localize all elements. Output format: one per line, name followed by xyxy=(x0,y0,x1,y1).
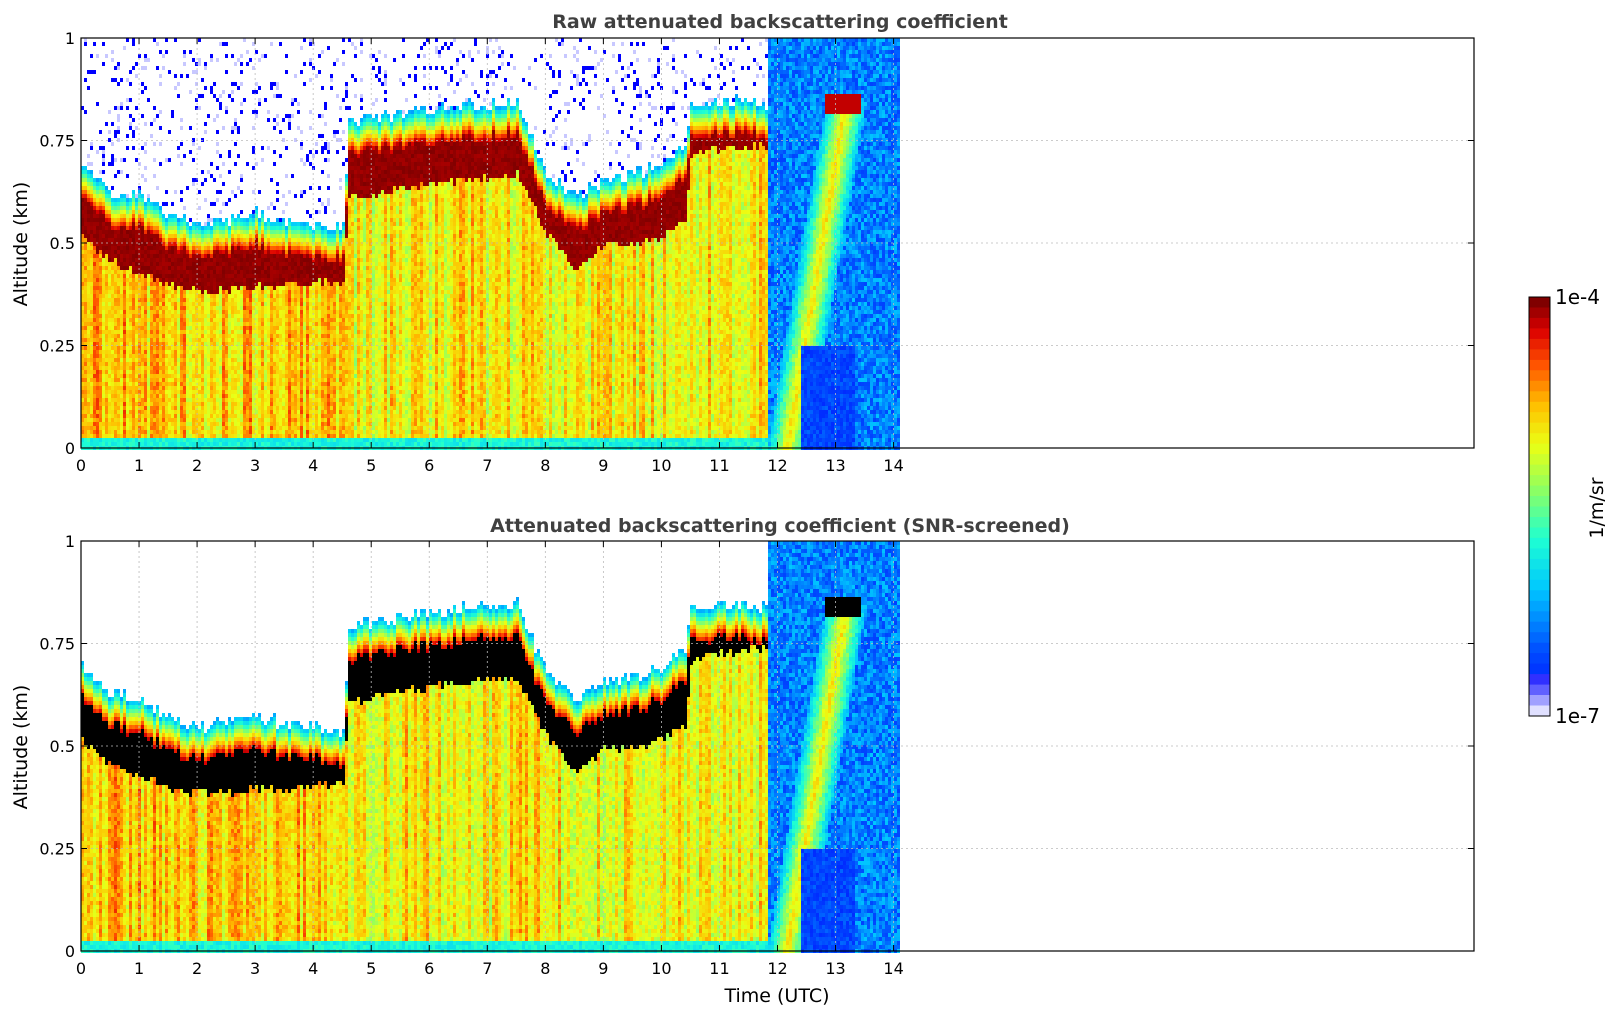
x-tick-label: 7 xyxy=(482,456,492,475)
y-axis-label-screened: Altitude (km) xyxy=(10,685,32,810)
x-tick-label: 8 xyxy=(540,456,550,475)
x-tick-label: 12 xyxy=(767,456,787,475)
colorbar-step xyxy=(1529,433,1550,444)
colorbar-step xyxy=(1529,496,1550,507)
x-tick-label: 2 xyxy=(192,456,202,475)
x-tick-label: 12 xyxy=(767,959,787,978)
y-tick-label: 0.25 xyxy=(39,840,75,859)
x-tick-label: 1 xyxy=(134,456,144,475)
x-tick-label: 0 xyxy=(76,959,86,978)
colorbar-step xyxy=(1529,328,1550,339)
colorbar-step xyxy=(1529,528,1550,539)
colorbar-step xyxy=(1529,601,1550,612)
colorbar-step xyxy=(1529,517,1550,528)
colorbar-step xyxy=(1529,706,1550,717)
colorbar-step xyxy=(1529,423,1550,434)
colorbar: 1e-4 1e-7 1/m/sr xyxy=(1529,285,1608,728)
colorbar-step xyxy=(1529,580,1550,591)
screened-backscatter-panel: Attenuated backscattering coefficient (S… xyxy=(10,515,1474,1007)
x-axis-label: Time (UTC) xyxy=(723,985,829,1007)
colorbar-step xyxy=(1529,391,1550,402)
y-tick-label: 0 xyxy=(65,942,75,961)
colorbar-step xyxy=(1529,381,1550,392)
x-tick-label: 3 xyxy=(250,959,260,978)
colorbar-step xyxy=(1529,360,1550,371)
y-tick-label: 0.75 xyxy=(39,132,75,151)
x-tick-label: 6 xyxy=(424,456,434,475)
chart-title-raw: Raw attenuated backscattering coefficien… xyxy=(552,11,1008,33)
y-tick-label: 1 xyxy=(65,29,75,48)
x-tick-label: 5 xyxy=(366,456,376,475)
x-tick-label: 11 xyxy=(709,456,729,475)
colorbar-step xyxy=(1529,308,1550,319)
colorbar-step xyxy=(1529,622,1550,633)
y-tick-label: 0.25 xyxy=(39,337,75,356)
colorbar-step xyxy=(1529,674,1550,685)
colorbar-step xyxy=(1529,370,1550,381)
x-tick-label: 4 xyxy=(308,959,318,978)
colorbar-unit-label: 1/m/sr xyxy=(1586,477,1608,538)
colorbar-step xyxy=(1529,297,1550,308)
colorbar-step xyxy=(1529,339,1550,350)
y-tick-label: 0 xyxy=(65,439,75,458)
colorbar-step xyxy=(1529,454,1550,465)
x-tick-label: 7 xyxy=(482,959,492,978)
colorbar-min-label: 1e-7 xyxy=(1555,704,1600,728)
colorbar-step xyxy=(1529,695,1550,706)
x-tick-label: 3 xyxy=(250,456,260,475)
colorbar-steps xyxy=(1529,297,1550,717)
colorbar-step xyxy=(1529,486,1550,497)
x-tick-label: 5 xyxy=(366,959,376,978)
x-tick-label: 9 xyxy=(598,456,608,475)
colorbar-step xyxy=(1529,444,1550,455)
colorbar-step xyxy=(1529,475,1550,486)
x-tick-label: 13 xyxy=(825,456,845,475)
x-tick-label: 10 xyxy=(651,959,671,978)
colorbar-step xyxy=(1529,538,1550,549)
colorbar-step xyxy=(1529,507,1550,518)
x-tick-label: 13 xyxy=(825,959,845,978)
y-tick-label: 0.5 xyxy=(50,737,75,756)
colorbar-step xyxy=(1529,548,1550,559)
colorbar-step xyxy=(1529,643,1550,654)
colorbar-step xyxy=(1529,664,1550,675)
x-tick-label: 10 xyxy=(651,456,671,475)
chart-title-screened: Attenuated backscattering coefficient (S… xyxy=(490,515,1070,537)
x-tick-label: 14 xyxy=(883,959,903,978)
x-tick-label: 8 xyxy=(540,959,550,978)
x-tick-label: 9 xyxy=(598,959,608,978)
colorbar-step xyxy=(1529,318,1550,329)
x-tick-label: 0 xyxy=(76,456,86,475)
colorbar-step xyxy=(1529,632,1550,643)
x-tick-label: 1 xyxy=(134,959,144,978)
colorbar-step xyxy=(1529,349,1550,360)
colorbar-step xyxy=(1529,653,1550,664)
colorbar-step xyxy=(1529,465,1550,476)
colorbar-step xyxy=(1529,569,1550,580)
x-tick-label: 4 xyxy=(308,456,318,475)
colorbar-step xyxy=(1529,559,1550,570)
colorbar-step xyxy=(1529,590,1550,601)
x-tick-label: 2 xyxy=(192,959,202,978)
x-tick-label: 11 xyxy=(709,959,729,978)
x-tick-label: 14 xyxy=(883,456,903,475)
raw-backscatter-panel: Raw attenuated backscattering coefficien… xyxy=(10,11,1474,475)
y-tick-label: 0.75 xyxy=(39,635,75,654)
y-tick-label: 1 xyxy=(65,532,75,551)
colorbar-step xyxy=(1529,402,1550,413)
y-tick-label: 0.5 xyxy=(50,234,75,253)
colorbar-step xyxy=(1529,611,1550,622)
colorbar-step xyxy=(1529,685,1550,696)
colorbar-step xyxy=(1529,412,1550,423)
y-axis-label-raw: Altitude (km) xyxy=(10,182,32,307)
x-tick-label: 6 xyxy=(424,959,434,978)
colorbar-max-label: 1e-4 xyxy=(1555,285,1600,309)
